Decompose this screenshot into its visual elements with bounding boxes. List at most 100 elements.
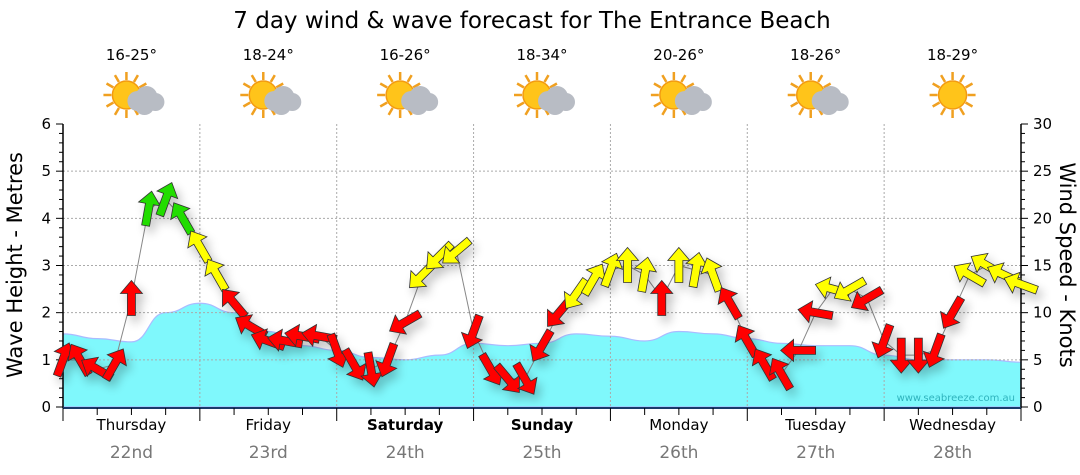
sun-ray xyxy=(250,74,257,83)
day-column-monday: Monday 26th 20-26° xyxy=(649,46,712,463)
day-label: Monday xyxy=(649,416,708,434)
wind-arrow xyxy=(1003,271,1039,295)
wind-arrow xyxy=(563,277,590,310)
cloud xyxy=(264,86,302,115)
sun-ray xyxy=(790,101,799,108)
wind-arrow xyxy=(460,313,484,350)
sun-ray xyxy=(113,107,121,116)
sun-ray xyxy=(543,74,550,83)
wind-arrow xyxy=(717,287,743,321)
day-label: Wednesday xyxy=(909,416,996,434)
cloud xyxy=(538,86,575,115)
right-tick-label: 0 xyxy=(1033,398,1043,416)
sun-ray xyxy=(817,74,824,83)
left-tick-label: 3 xyxy=(41,257,51,275)
sun-ray xyxy=(661,107,668,116)
day-column-thursday: Thursday 22nd 16-25° xyxy=(96,46,167,463)
date-label: 23rd xyxy=(249,443,288,463)
date-label: 26th xyxy=(659,443,698,463)
wind-arrow xyxy=(375,341,399,378)
right-tick-label: 15 xyxy=(1033,257,1052,275)
sun-ray xyxy=(105,101,115,108)
wind-arrow xyxy=(529,328,555,362)
wind-arrow xyxy=(267,328,304,352)
wind-arrow xyxy=(389,309,423,335)
sun-ray xyxy=(138,82,147,89)
day-column-saturday: Saturday 24th 16-26° xyxy=(367,46,444,463)
cloud-base xyxy=(405,101,436,110)
wind-arrow xyxy=(797,300,834,324)
wind-arrow xyxy=(871,323,895,359)
left-axis-label: Wave Height - Metres xyxy=(3,152,27,378)
temperature-range: 16-26° xyxy=(380,46,431,64)
wind-arrow xyxy=(833,276,868,302)
wind-arrow xyxy=(768,357,795,392)
sun-ray xyxy=(549,82,558,89)
temperature-range: 18-24° xyxy=(243,46,294,64)
sun-ray xyxy=(242,82,251,89)
sun-cloud-icon xyxy=(240,72,302,118)
sun-ray xyxy=(379,101,388,108)
cloud-base xyxy=(131,101,162,110)
sun-ray xyxy=(524,107,531,116)
sun-cloud-icon xyxy=(103,72,165,118)
sun-ray xyxy=(964,101,974,108)
day-column-sunday: Sunday 25th 18-34° xyxy=(511,46,575,463)
sun-ray xyxy=(379,82,388,89)
right-tick-label: 5 xyxy=(1033,351,1043,369)
cloud-base xyxy=(678,101,709,110)
cloud xyxy=(811,86,849,115)
cloud-base xyxy=(542,101,572,110)
sun-ray xyxy=(686,82,695,89)
temperature-range: 16-25° xyxy=(106,46,157,64)
wind-arrow xyxy=(633,256,658,293)
cloud xyxy=(401,86,439,115)
wind-arrow xyxy=(341,347,367,381)
sun-ray xyxy=(242,101,251,108)
temperature-range: 18-26° xyxy=(790,46,841,64)
wind-arrows xyxy=(52,181,1039,395)
sun-ray xyxy=(939,107,947,116)
temperature-range: 18-34° xyxy=(516,46,567,64)
sun-ray xyxy=(275,82,284,89)
wind-arrow xyxy=(666,246,691,283)
wind-arrow xyxy=(101,348,127,382)
cloud xyxy=(674,86,712,115)
left-tick-label: 4 xyxy=(41,209,51,227)
sun-ray xyxy=(113,74,121,83)
sun-ray xyxy=(516,101,525,108)
sun-ray xyxy=(798,74,805,83)
wind-arrow xyxy=(649,279,674,316)
chart-title: 7 day wind & wave forecast for The Entra… xyxy=(233,8,830,34)
sun-ray xyxy=(387,107,394,116)
sun-ray xyxy=(798,107,805,116)
left-tick-label: 2 xyxy=(41,304,51,322)
date-label: 28th xyxy=(933,443,972,463)
wind-arrow xyxy=(700,257,724,293)
wind-arrow xyxy=(779,338,817,363)
day-label: Tuesday xyxy=(784,416,846,434)
wind-arrow xyxy=(155,181,179,218)
day-label: Thursday xyxy=(96,416,167,434)
left-tick-label: 0 xyxy=(41,398,51,416)
sun-ray xyxy=(964,82,974,89)
day-column-wednesday: Wednesday 28th 18-29° xyxy=(909,46,996,463)
wind-arrow xyxy=(119,279,144,316)
sun-cloud-icon xyxy=(377,72,439,118)
sun-cloud-icon xyxy=(514,72,575,118)
left-tick-label: 6 xyxy=(41,115,51,133)
day-label: Saturday xyxy=(367,416,444,434)
sun-disc xyxy=(937,80,968,110)
sun-ray xyxy=(939,74,947,83)
sun-ray xyxy=(524,74,531,83)
wind-arrow xyxy=(600,252,624,289)
wind-arrow xyxy=(512,361,538,395)
sun-ray xyxy=(132,74,140,83)
day-column-tuesday: Tuesday 27th 18-26° xyxy=(784,46,849,463)
date-label: 22nd xyxy=(110,443,153,463)
sun-ray xyxy=(516,82,525,89)
wind-arrow xyxy=(442,236,473,264)
date-label: 25th xyxy=(522,443,561,463)
